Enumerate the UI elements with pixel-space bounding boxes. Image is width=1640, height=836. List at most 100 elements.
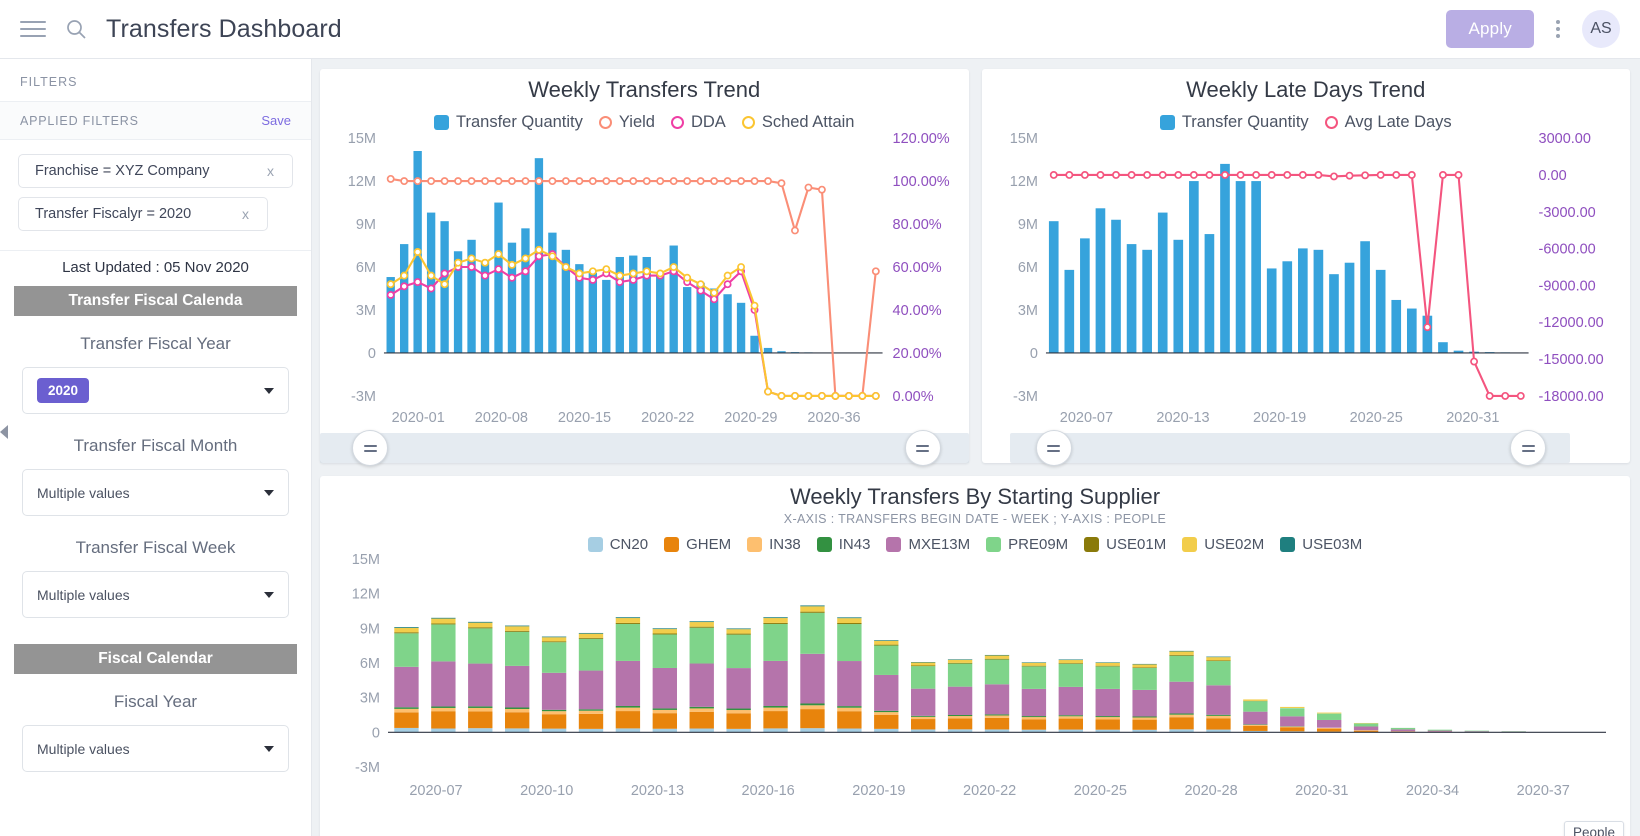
legend-item-cn20[interactable]: CN20 [587, 536, 649, 553]
chart-subtitle: X-AXIS : TRANSFERS BEGIN DATE - WEEK ; Y… [783, 512, 1167, 526]
section-header-fiscal-calendar: Fiscal Calendar [14, 644, 297, 674]
x-axis-tick: 2020-19 [1253, 410, 1307, 426]
field-transfer-fiscal-week: Transfer Fiscal Week Multiple values [0, 520, 311, 622]
x-axis-tick: 2020-15 [557, 410, 612, 426]
svg-text:15M: 15M [348, 132, 376, 147]
x-axis-tick: 2020-10 [520, 783, 574, 799]
legend-swatch [664, 537, 680, 552]
chart-horizontal-scrollbar[interactable] [320, 430, 969, 466]
svg-text:-3000.00: -3000.00 [1538, 205, 1595, 221]
chart-card-weekly-transfers-by-starting-supplier: Weekly Transfers By Starting Supplier X-… [320, 476, 1630, 836]
chart-card-weekly-transfers-trend: Weekly Transfers Trend Transfer Quantity… [320, 69, 969, 466]
svg-text:3M: 3M [356, 303, 376, 319]
x-axis-tick: 2020-25 [1349, 410, 1403, 426]
legend-label: Sched Attain [761, 113, 855, 131]
avatar[interactable]: AS [1582, 10, 1620, 48]
field-transfer-fiscal-year: Transfer Fiscal Year 2020 [0, 316, 311, 418]
filter-chip[interactable]: Transfer Fiscalyr = 2020 x [18, 197, 268, 231]
x-axis-tick: 2020-01 [391, 410, 445, 426]
chart-title: Weekly Transfers Trend [528, 77, 761, 102]
legend-item-in38[interactable]: IN38 [747, 536, 801, 553]
legend-label: CN20 [609, 536, 649, 553]
legend-label: Transfer Quantity [1181, 113, 1309, 131]
legend-label: GHEM [686, 536, 732, 553]
x-axis-tick: 2020-29 [724, 410, 778, 426]
svg-text:-3M: -3M [351, 389, 376, 405]
x-axis-tick: 2020-13 [630, 783, 685, 799]
legend-label: PRE09M [1008, 536, 1069, 553]
transfer-fiscal-week-select[interactable]: Multiple values [22, 571, 289, 618]
chart-plot-area[interactable]: 15M 12M 9M 6M 3M 0 -3M 2020-07 2020-10 2020-13 202… [330, 553, 1620, 803]
legend-item-transfer-quantity[interactable]: Transfer Quantity [1159, 113, 1309, 132]
fiscal-year-select[interactable]: Multiple values [22, 725, 289, 772]
remove-filter-icon[interactable]: x [267, 163, 274, 179]
applied-filter-chips: Franchise = XYZ Company x Transfer Fisca… [0, 140, 311, 250]
chart-horizontal-scrollbar[interactable] [1009, 430, 1570, 466]
legend-item-mxe13m[interactable]: MXE13M [886, 536, 970, 553]
field-label: Transfer Fiscal Week [75, 538, 236, 557]
legend-label: USE01M [1106, 536, 1167, 553]
svg-text:9M: 9M [360, 621, 380, 637]
app-header: Transfers Dashboard Apply AS [0, 0, 1640, 59]
svg-text:9M: 9M [1017, 217, 1037, 233]
legend-item-use02m[interactable]: USE02M [1182, 536, 1264, 553]
x-axis-tick: 2020-08 [474, 410, 528, 426]
save-filters-link[interactable]: Save [261, 113, 291, 128]
kebab-menu-icon[interactable] [1548, 16, 1568, 42]
legend-swatch [1324, 116, 1338, 129]
svg-text:12M: 12M [348, 174, 376, 190]
legend-item-pre09m[interactable]: PRE09M [986, 536, 1068, 553]
legend-label: MXE13M [908, 536, 971, 553]
x-axis-tick: 2020-34 [1405, 783, 1460, 799]
hamburger-icon[interactable] [20, 19, 46, 39]
legend-item-use03m[interactable]: USE03M [1280, 536, 1362, 553]
scrollbar-handle-left[interactable] [1035, 430, 1072, 466]
legend-item-avg-late-days[interactable]: Avg Late Days [1324, 113, 1452, 132]
legend-swatch [747, 537, 763, 552]
legend-item-yield[interactable]: Yield [598, 113, 655, 132]
remove-filter-icon[interactable]: x [242, 206, 249, 222]
filter-chip-label: Transfer Fiscalyr = 2020 [35, 206, 192, 222]
legend-swatch [1159, 115, 1175, 130]
svg-text:0.00%: 0.00% [893, 389, 934, 405]
transfer-fiscal-year-select[interactable]: 2020 [22, 367, 289, 414]
collapse-sidebar-icon[interactable] [0, 425, 8, 439]
x-axis-tick: 2020-31 [1446, 410, 1500, 426]
legend-item-in43[interactable]: IN43 [816, 536, 871, 553]
legend-label: IN38 [769, 536, 801, 553]
legend-item-sched-attain[interactable]: Sched Attain [741, 113, 855, 132]
chevron-down-icon [264, 591, 274, 598]
legend-swatch [434, 115, 450, 130]
legend-item-dda[interactable]: DDA [670, 113, 726, 132]
apply-button[interactable]: Apply [1446, 10, 1534, 48]
filter-chip[interactable]: Franchise = XYZ Company x [18, 154, 293, 188]
selected-value: Multiple values [37, 484, 130, 501]
chart-legend: CN20 GHEM IN38 IN43 MXE13M PRE09M USE01M USE02M… [330, 536, 1620, 553]
legend-swatch [816, 537, 832, 552]
header-actions: Apply AS [1446, 10, 1620, 48]
svg-text:80.00%: 80.00% [893, 217, 942, 233]
legend-label: USE02M [1204, 536, 1265, 553]
legend-swatch [670, 116, 684, 129]
legend-label: IN43 [838, 536, 871, 553]
legend-swatch [986, 537, 1002, 552]
selected-value: Multiple values [37, 740, 130, 757]
chart-plot-area[interactable]: 15M 12M 9M 6M 3M 0 -3M 120.00% 100.00% 80.00% 60.0… [330, 132, 959, 430]
svg-text:12M: 12M [1009, 174, 1037, 190]
svg-text:3M: 3M [1017, 303, 1037, 319]
search-icon[interactable] [64, 17, 88, 41]
legend-label: USE03M [1302, 536, 1363, 553]
svg-text:120.00%: 120.00% [893, 132, 950, 147]
svg-text:6M: 6M [356, 260, 376, 276]
scrollbar-handle-right[interactable] [904, 430, 941, 466]
applied-filters-label: APPLIED FILTERS [20, 113, 139, 128]
transfer-fiscal-month-select[interactable]: Multiple values [22, 469, 289, 516]
scrollbar-handle-right[interactable] [1510, 430, 1546, 466]
legend-item-transfer-quantity[interactable]: Transfer Quantity [434, 113, 583, 132]
legend-item-ghem[interactable]: GHEM [664, 536, 731, 553]
legend-item-use01m[interactable]: USE01M [1084, 536, 1166, 553]
chart-plot-area[interactable]: 15M 12M 9M 6M 3M 0 -3M 3000.00 0.00 -3000.00 -6000… [992, 132, 1621, 430]
legend-label: DDA [690, 113, 726, 131]
legend-label: Transfer Quantity [456, 113, 583, 131]
scrollbar-handle-left[interactable] [352, 430, 388, 466]
